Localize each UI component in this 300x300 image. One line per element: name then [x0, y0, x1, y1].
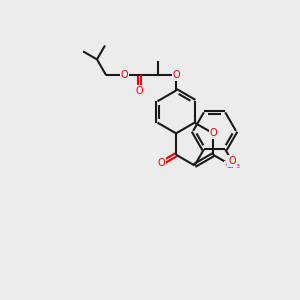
Text: O: O: [136, 85, 143, 96]
Text: O: O: [228, 156, 236, 166]
Text: CF₃: CF₃: [225, 161, 240, 170]
Text: O: O: [209, 128, 217, 138]
Text: O: O: [158, 158, 165, 168]
Text: O: O: [120, 70, 128, 80]
Text: O: O: [172, 70, 180, 80]
